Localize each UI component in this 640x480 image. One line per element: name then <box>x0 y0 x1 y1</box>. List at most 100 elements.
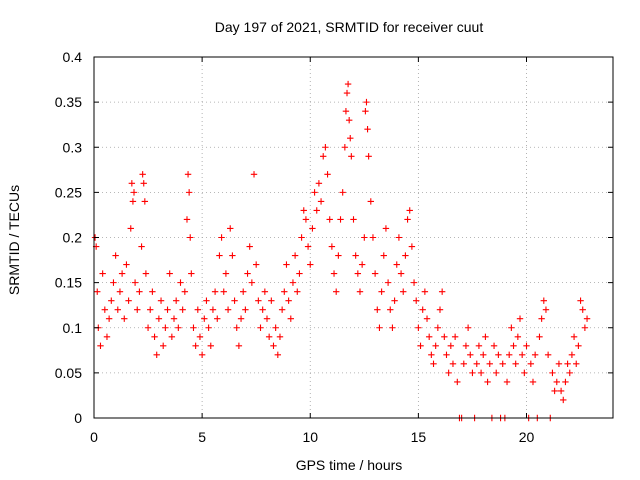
data-point <box>367 198 374 205</box>
data-point <box>190 324 197 331</box>
data-point <box>508 324 515 331</box>
data-point <box>134 306 141 313</box>
data-point <box>246 243 253 250</box>
data-point <box>222 270 230 277</box>
data-point <box>103 333 111 340</box>
data-point <box>244 270 251 277</box>
data-point <box>542 306 550 313</box>
data-point <box>518 351 526 359</box>
x-tick-label: 0 <box>90 429 98 445</box>
data-point <box>281 288 288 295</box>
data-point <box>436 306 444 313</box>
data-point <box>229 252 236 259</box>
data-point <box>575 342 582 349</box>
data-point <box>566 369 573 377</box>
data-point <box>341 144 349 151</box>
data-point <box>549 369 556 377</box>
data-point <box>432 342 439 349</box>
data-point <box>387 306 394 313</box>
data-point <box>179 306 186 313</box>
data-point <box>441 333 448 340</box>
plot-frame <box>93 56 614 419</box>
data-point <box>326 216 333 223</box>
data-point <box>114 306 121 313</box>
data-point <box>300 207 307 214</box>
data-point <box>384 279 392 286</box>
data-point <box>287 315 294 322</box>
data-point <box>480 351 487 359</box>
x-axis-title: GPS time / hours <box>296 457 403 473</box>
data-point <box>121 315 128 322</box>
data-point <box>352 252 359 259</box>
data-point <box>235 342 243 349</box>
x-tick-label: 15 <box>411 429 427 445</box>
data-point <box>350 216 357 223</box>
data-point <box>564 360 571 368</box>
data-point <box>224 306 232 313</box>
data-point <box>261 288 269 295</box>
y-tick-label: 0.2 <box>63 230 83 246</box>
data-point <box>110 279 117 286</box>
data-point <box>551 387 558 395</box>
data-point <box>218 234 225 241</box>
data-point <box>371 270 379 277</box>
data-point <box>252 261 260 268</box>
data-point <box>307 261 314 268</box>
data-point <box>577 297 584 304</box>
data-point <box>155 315 163 322</box>
data-point <box>123 261 130 268</box>
data-point <box>317 198 325 205</box>
data-point <box>423 315 431 322</box>
data-point <box>289 279 297 286</box>
data-point <box>521 369 528 377</box>
data-point <box>112 252 119 259</box>
data-point <box>382 225 390 232</box>
data-point <box>531 351 539 359</box>
y-tick-label: 0.25 <box>55 184 82 200</box>
y-tick-label: 0.05 <box>55 365 82 381</box>
data-point <box>285 297 292 304</box>
data-point <box>490 342 498 349</box>
data-point <box>151 333 158 340</box>
data-point <box>402 252 409 259</box>
data-point <box>568 351 576 359</box>
data-point <box>376 324 383 331</box>
data-point <box>274 351 282 359</box>
y-tick-label: 0.3 <box>63 139 83 155</box>
y-axis-title: SRMTID / TECUs <box>6 185 22 295</box>
data-point <box>157 297 165 304</box>
data-point <box>451 333 459 340</box>
data-point <box>540 297 547 304</box>
data-point <box>309 225 316 232</box>
data-point <box>339 189 346 196</box>
data-point <box>209 306 217 313</box>
data-point <box>237 315 245 322</box>
data-point <box>130 189 138 196</box>
data-point <box>506 351 513 359</box>
data-point <box>139 171 146 178</box>
data-point <box>315 180 323 187</box>
data-point <box>362 107 369 115</box>
data-point <box>101 306 109 313</box>
y-tick-label: 0.35 <box>55 94 82 110</box>
data-point <box>393 261 400 268</box>
data-point <box>516 315 524 322</box>
data-point <box>553 378 560 386</box>
data-point <box>160 342 167 349</box>
data-point <box>270 342 277 349</box>
data-point <box>144 324 152 331</box>
data-point <box>445 369 452 377</box>
data-point <box>248 279 256 286</box>
data-point <box>482 333 489 340</box>
data-point <box>203 297 210 304</box>
data-point <box>447 342 455 349</box>
data-point <box>527 360 535 368</box>
axis-ticks: 0 0.05 0.1 0.15 0.2 0.25 0.3 0.35 0.4 0 5 10 15 20 <box>55 49 613 445</box>
grid-lines <box>94 57 613 418</box>
data-point <box>395 234 403 241</box>
data-point <box>333 288 340 295</box>
data-point <box>131 279 139 286</box>
data-point <box>183 216 191 223</box>
